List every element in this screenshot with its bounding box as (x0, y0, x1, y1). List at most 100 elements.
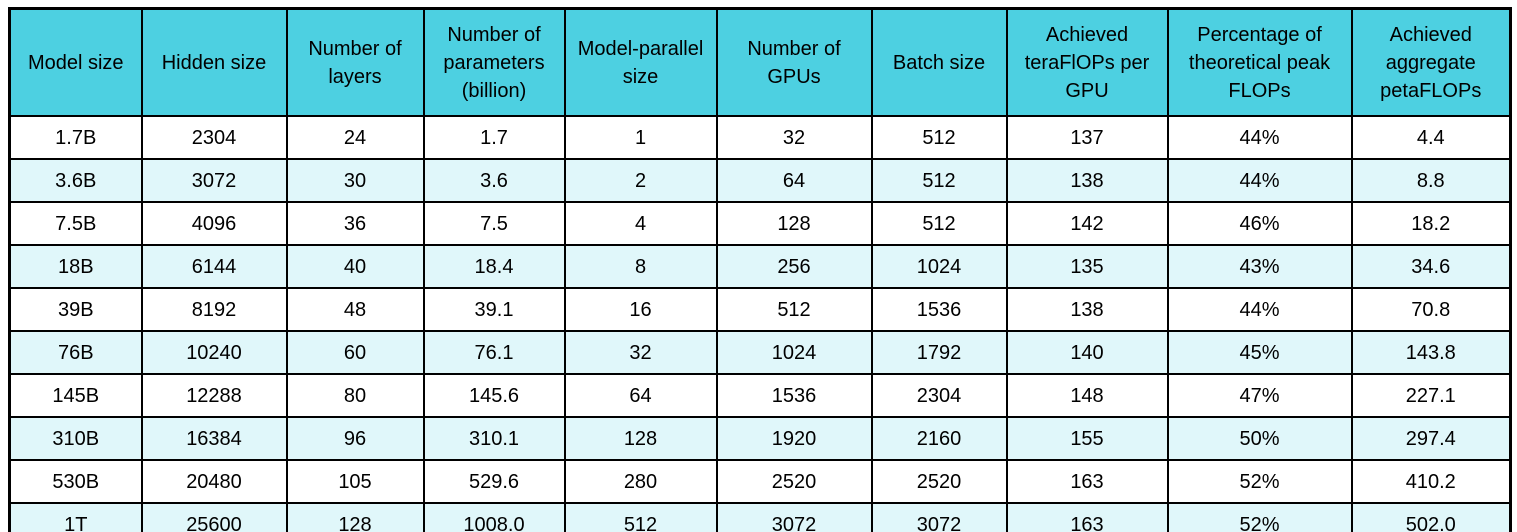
data-cell: 10240 (140, 330, 288, 375)
data-cell: 44% (1166, 287, 1353, 332)
data-cell: 4.4 (1350, 115, 1512, 160)
table-row: 39B 8192 48 39.1 16 512 1536 138 44% 70.8 (8, 287, 1512, 332)
data-cell: 60 (285, 330, 425, 375)
data-cell: 12288 (140, 373, 288, 418)
data-cell: 138 (1005, 287, 1169, 332)
data-cell: 310B (8, 416, 143, 461)
data-cell: 1920 (715, 416, 873, 461)
table-row: 7.5B 4096 36 7.5 4 128 512 142 46% 18.2 (8, 201, 1512, 246)
data-cell: 64 (563, 373, 718, 418)
data-cell: 256 (715, 244, 873, 289)
data-cell: 4096 (140, 201, 288, 246)
data-cell: 502.0 (1350, 502, 1512, 532)
data-cell: 20480 (140, 459, 288, 504)
model-scaling-table: Model size Hidden size Number of layers Num… (8, 7, 1512, 532)
table-body: 1.7B 2304 24 1.7 1 32 512 137 44% 4.4 3.6B 3072 30 3.… (8, 115, 1512, 532)
data-cell: 163 (1005, 459, 1169, 504)
data-cell: 512 (870, 158, 1008, 203)
data-cell: 18.4 (422, 244, 566, 289)
data-cell: 297.4 (1350, 416, 1512, 461)
data-cell: 1792 (870, 330, 1008, 375)
data-cell: 512 (870, 201, 1008, 246)
data-cell: 155 (1005, 416, 1169, 461)
data-cell: 8192 (140, 287, 288, 332)
data-cell: 30 (285, 158, 425, 203)
header-cell: Batch size (870, 7, 1008, 117)
data-cell: 25600 (140, 502, 288, 532)
data-cell: 140 (1005, 330, 1169, 375)
data-cell: 3.6 (422, 158, 566, 203)
data-cell: 530B (8, 459, 143, 504)
data-cell: 148 (1005, 373, 1169, 418)
table-row: 530B 20480 105 529.6 280 2520 2520 163 52% 410.2 (8, 459, 1512, 504)
data-cell: 45% (1166, 330, 1353, 375)
data-cell: 143.8 (1350, 330, 1512, 375)
data-cell: 6144 (140, 244, 288, 289)
data-cell: 512 (870, 115, 1008, 160)
data-cell: 1.7B (8, 115, 143, 160)
table-header: Model size Hidden size Number of layers Num… (8, 7, 1512, 117)
data-cell: 36 (285, 201, 425, 246)
data-cell: 1536 (870, 287, 1008, 332)
data-cell: 8.8 (1350, 158, 1512, 203)
header-cell: Achieved aggregate petaFLOPs (1350, 7, 1512, 117)
table-row: 18B 6144 40 18.4 8 256 1024 135 43% 34.6 (8, 244, 1512, 289)
header-cell: Model size (8, 7, 143, 117)
data-cell: 128 (285, 502, 425, 532)
data-cell: 410.2 (1350, 459, 1512, 504)
data-cell: 3072 (715, 502, 873, 532)
data-cell: 18B (8, 244, 143, 289)
header-cell: Number of GPUs (715, 7, 873, 117)
data-cell: 43% (1166, 244, 1353, 289)
data-cell: 138 (1005, 158, 1169, 203)
data-cell: 3.6B (8, 158, 143, 203)
data-cell: 1.7 (422, 115, 566, 160)
table-row: 76B 10240 60 76.1 32 1024 1792 140 45% 143.8 (8, 330, 1512, 375)
data-cell: 34.6 (1350, 244, 1512, 289)
data-cell: 70.8 (1350, 287, 1512, 332)
data-cell: 2 (563, 158, 718, 203)
data-cell: 1008.0 (422, 502, 566, 532)
data-cell: 50% (1166, 416, 1353, 461)
data-cell: 128 (563, 416, 718, 461)
data-cell: 76.1 (422, 330, 566, 375)
data-cell: 8 (563, 244, 718, 289)
data-cell: 142 (1005, 201, 1169, 246)
data-cell: 32 (715, 115, 873, 160)
data-cell: 512 (715, 287, 873, 332)
data-cell: 1024 (715, 330, 873, 375)
data-cell: 2520 (715, 459, 873, 504)
data-cell: 52% (1166, 502, 1353, 532)
data-cell: 44% (1166, 115, 1353, 160)
data-cell: 39.1 (422, 287, 566, 332)
data-cell: 16384 (140, 416, 288, 461)
data-cell: 7.5B (8, 201, 143, 246)
data-cell: 2304 (140, 115, 288, 160)
data-cell: 80 (285, 373, 425, 418)
data-cell: 16 (563, 287, 718, 332)
data-cell: 137 (1005, 115, 1169, 160)
data-cell: 48 (285, 287, 425, 332)
data-cell: 1536 (715, 373, 873, 418)
data-cell: 40 (285, 244, 425, 289)
data-cell: 96 (285, 416, 425, 461)
table-row: 1T 25600 128 1008.0 512 3072 3072 163 52% 502.0 (8, 502, 1512, 532)
data-cell: 163 (1005, 502, 1169, 532)
table-row: 1.7B 2304 24 1.7 1 32 512 137 44% 4.4 (8, 115, 1512, 160)
data-cell: 512 (563, 502, 718, 532)
data-cell: 227.1 (1350, 373, 1512, 418)
data-cell: 2160 (870, 416, 1008, 461)
data-cell: 39B (8, 287, 143, 332)
data-cell: 2520 (870, 459, 1008, 504)
data-cell: 7.5 (422, 201, 566, 246)
data-cell: 18.2 (1350, 201, 1512, 246)
data-cell: 1T (8, 502, 143, 532)
header-cell: Achieved teraFlOPs per GPU (1005, 7, 1169, 117)
data-cell: 32 (563, 330, 718, 375)
data-cell: 47% (1166, 373, 1353, 418)
header-row: Model size Hidden size Number of layers Num… (8, 7, 1512, 117)
data-cell: 145.6 (422, 373, 566, 418)
header-cell: Model-parallel size (563, 7, 718, 117)
data-cell: 105 (285, 459, 425, 504)
